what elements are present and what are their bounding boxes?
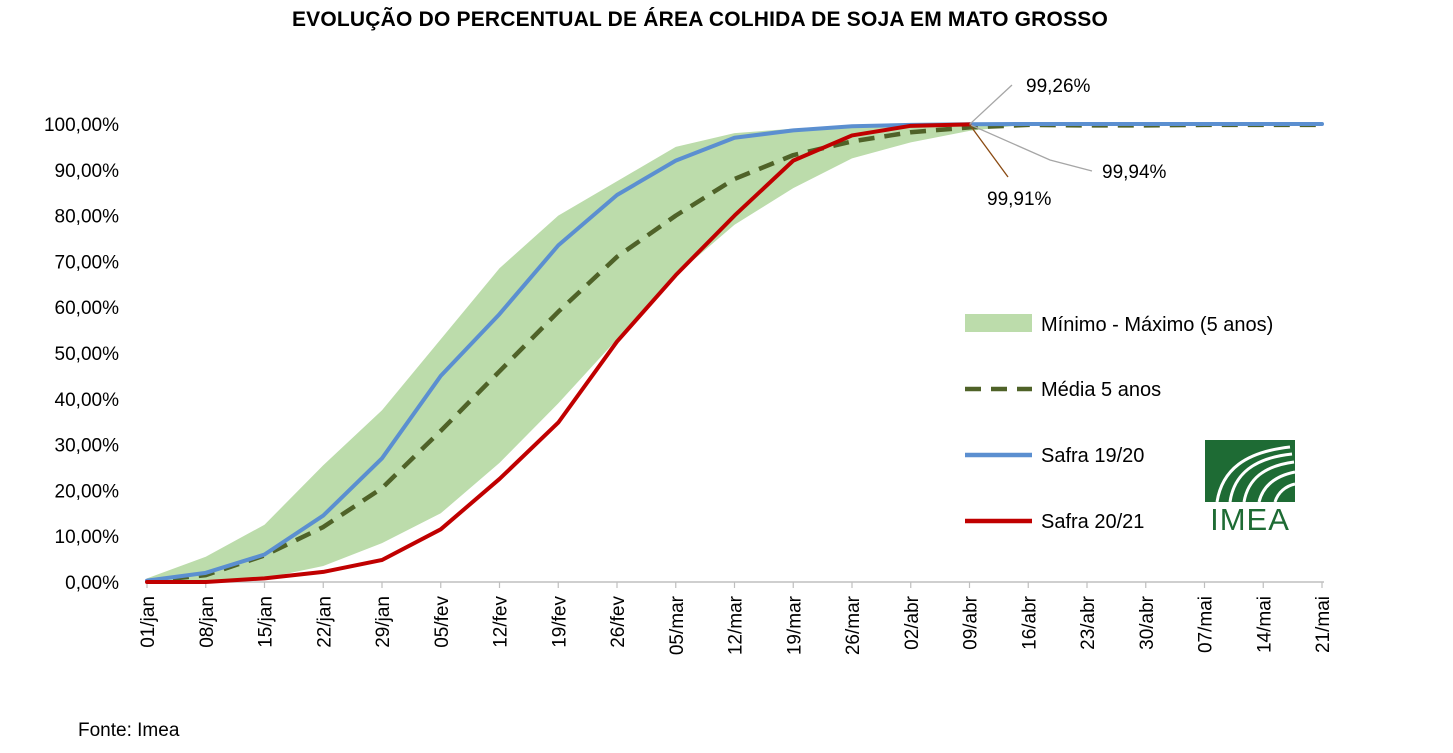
y-tick-label: 50,00% [55,344,120,365]
legend: Mínimo - Máximo (5 anos) Média 5 anos Safr… [965,314,1273,533]
series-layer [145,122,1324,584]
legend-label-2: Safra 20/21 [1041,511,1144,533]
y-tick-label: 30,00% [55,436,120,457]
logo-swoosh [1228,452,1293,503]
x-tick-label: 29/jan [373,596,394,648]
chart-title: EVOLUÇÃO DO PERCENTUAL DE ÁREA COLHIDA D… [291,8,1109,31]
x-tick-label: 26/fev [608,596,629,648]
axes: 01/jan 08/jan 15/jan 22/jan 29/jan 05/fev 12/f… [44,115,1334,655]
x-tick-label: 19/fev [549,596,570,648]
x-tick-label: 05/fev [432,596,453,648]
x-tick-label: 21/mai [1313,596,1334,653]
leader-line [969,123,1093,172]
legend-label-0: Média 5 anos [1041,379,1161,401]
x-tick-label: 09/abr [961,595,982,650]
min-max-band [147,124,1322,582]
x-tick-label: 16/abr [1019,595,1040,650]
annotation-label: 99,91% [987,189,1052,210]
x-tick-label: 07/mai [1196,596,1217,653]
x-tick-label: 01/jan [138,596,159,648]
y-tick-label: 40,00% [55,390,120,411]
x-tick-label: 08/jan [197,596,218,648]
x-tick-label: 22/jan [314,596,335,648]
legend-label-band: Mínimo - Máximo (5 anos) [1041,314,1273,336]
min-max-band-layer [147,124,1322,582]
leader-line [969,84,1013,125]
logo-swoosh [1215,445,1291,503]
annotations-layer: 99,26% 99,94% 99,91% [968,76,1167,210]
logo-swoosh [1273,482,1296,503]
x-tick-label: 12/mar [726,595,747,655]
y-tick-label: 80,00% [55,207,120,228]
y-tick-label: 90,00% [55,161,120,182]
leader-line [968,124,1009,178]
logo-swoosh [1257,470,1296,503]
x-tick-label: 19/mar [784,595,805,655]
imea-logo: IMEA [1205,440,1296,537]
x-tick-label: 05/mar [667,595,688,655]
x-tick-label: 26/mar [843,595,864,655]
y-tick-label: 0,00% [65,573,119,594]
series-line-1 [145,122,1324,583]
x-tick-label: 14/mai [1254,596,1275,653]
y-tick-label: 10,00% [55,527,120,548]
series-line-2 [145,122,972,584]
logo-swoosh [1242,460,1295,503]
x-tick-label: 12/fev [491,596,512,648]
annotation-label: 99,26% [1026,76,1091,97]
legend-label-1: Safra 19/20 [1041,445,1144,467]
legend-swatch-band [965,314,1032,332]
x-tick-label: 02/abr [902,595,923,650]
annotation-label: 99,94% [1102,162,1167,183]
y-tick-label: 100,00% [44,115,119,136]
x-tick-label: 23/abr [1078,595,1099,650]
x-tick-label: 15/jan [256,596,277,648]
source-note: Fonte: Imea [78,720,180,741]
logo-text: IMEA [1210,502,1290,537]
x-tick-label: 30/abr [1137,595,1158,650]
y-tick-label: 70,00% [55,252,120,273]
y-tick-label: 60,00% [55,298,120,319]
y-tick-label: 20,00% [55,481,120,502]
